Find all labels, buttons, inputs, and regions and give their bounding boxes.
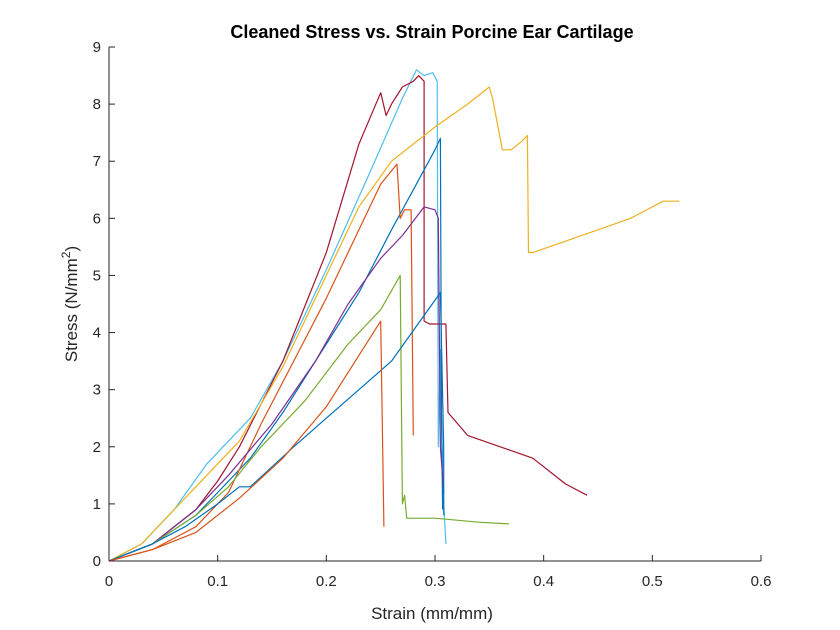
x-tick-label: 0.5 xyxy=(642,573,663,590)
series-layer xyxy=(108,69,680,562)
y-tick-label: 0 xyxy=(93,553,101,570)
y-axis-label-main: Stress (N/mm xyxy=(62,258,81,362)
x-tick-label: 0.2 xyxy=(316,573,337,590)
y-tick-label: 8 xyxy=(93,96,101,113)
series-line-2 xyxy=(108,74,588,562)
y-axis-label: Stress (N/mm2) xyxy=(59,246,81,362)
y-tick-label: 3 xyxy=(93,382,101,399)
x-tick-label: 0.3 xyxy=(425,573,446,590)
y-tick-label: 7 xyxy=(93,153,101,170)
x-tick-label: 0.4 xyxy=(533,573,554,590)
x-axis-label: Strain (mm/mm) xyxy=(371,604,493,623)
y-tick-label: 4 xyxy=(93,325,101,342)
series-line-8 xyxy=(108,292,445,562)
x-tick-label: 0.1 xyxy=(207,573,228,590)
x-tick-label: 0.6 xyxy=(751,573,772,590)
series-line-3 xyxy=(108,86,680,562)
y-tick-label: 2 xyxy=(93,439,101,456)
series-line-7 xyxy=(108,274,509,562)
plot-area: 0 0.1 0.2 0.3 0.4 0.5 0.6 0 1 2 3 4 5 6 7 8 9 xyxy=(93,39,772,590)
x-tick-label: 0 xyxy=(105,573,113,590)
y-axis-ticks: 0 1 2 3 4 5 6 7 8 9 xyxy=(93,39,115,570)
y-tick-label: 1 xyxy=(93,496,101,513)
x-axis-ticks: 0 0.1 0.2 0.3 0.4 0.5 0.6 xyxy=(105,555,772,590)
chart-title: Cleaned Stress vs. Strain Porcine Ear Ca… xyxy=(230,22,633,42)
series-line-9 xyxy=(108,320,385,562)
y-axis-label-superscript: 2 xyxy=(59,251,73,258)
series-line-5 xyxy=(108,163,414,562)
y-tick-label: 6 xyxy=(93,210,101,227)
y-tick-label: 9 xyxy=(93,39,101,56)
y-tick-label: 5 xyxy=(93,267,101,284)
y-axis-label-close: ) xyxy=(62,246,81,252)
series-line-6 xyxy=(108,206,445,562)
series-line-1 xyxy=(108,69,447,562)
